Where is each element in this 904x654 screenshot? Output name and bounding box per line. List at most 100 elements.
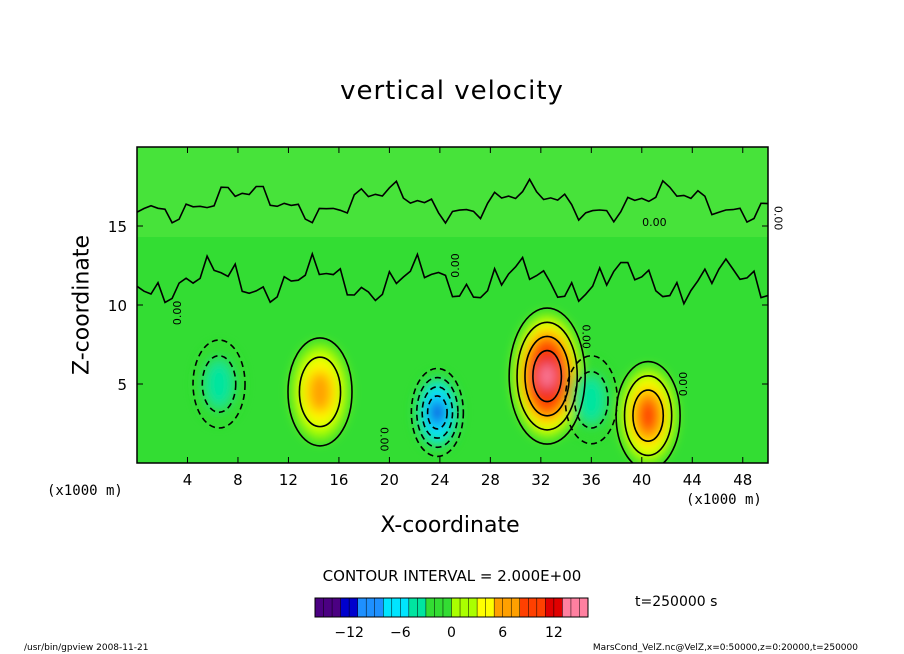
colorbar-segment bbox=[315, 598, 325, 617]
colorbar-segment bbox=[545, 598, 555, 617]
x-tick-label: 48 bbox=[733, 471, 752, 489]
contour-value-label: 0.00 bbox=[642, 216, 667, 229]
colorbar-segment bbox=[519, 598, 529, 617]
contour-ring bbox=[201, 354, 237, 414]
colorbar-segment bbox=[460, 598, 470, 617]
upper-field-band bbox=[137, 147, 768, 237]
contour-value-label: 0.00 bbox=[771, 206, 784, 231]
chart-title: vertical velocity bbox=[340, 76, 564, 106]
contour-ring bbox=[516, 321, 579, 431]
colorbar-segment bbox=[357, 598, 367, 617]
colorbar-segment bbox=[553, 598, 563, 617]
colorbar-tick-label: −6 bbox=[390, 625, 411, 641]
colorbar-segment bbox=[323, 598, 333, 617]
contour-ring bbox=[298, 356, 342, 428]
time-label: t=250000 s bbox=[635, 594, 718, 610]
field-level bbox=[432, 403, 443, 422]
colorbar-segment bbox=[570, 598, 580, 617]
colorbar-segment bbox=[511, 598, 521, 617]
y-tick-label: 5 bbox=[117, 376, 127, 394]
contour-ring bbox=[421, 385, 454, 439]
field-level bbox=[577, 376, 605, 424]
colorbar-segment bbox=[366, 598, 376, 617]
colorbar-frame bbox=[314, 597, 589, 618]
contour-value-label: 0.00 bbox=[378, 427, 391, 452]
contour-ring bbox=[410, 367, 465, 458]
footer-right: MarsCond_VelZ.nc@VelZ,x=0:50000,z=0:2000… bbox=[592, 643, 858, 653]
colorbar-segment bbox=[400, 598, 410, 617]
contour-ring bbox=[632, 389, 665, 442]
colorbar-segment bbox=[536, 598, 546, 617]
contour-ring bbox=[287, 337, 353, 447]
x-tick-label: 44 bbox=[683, 471, 702, 489]
colorbar-segment bbox=[383, 598, 393, 617]
colorbar-segment bbox=[425, 598, 435, 617]
x-tick-label: 20 bbox=[380, 471, 399, 489]
contour-ring bbox=[508, 307, 586, 445]
y-tick-label: 15 bbox=[108, 218, 127, 236]
field-level bbox=[307, 370, 333, 414]
contour-value-label: 0.00 bbox=[579, 324, 592, 349]
y-axis-unit: (x1000 m) bbox=[47, 483, 123, 499]
x-tick-label: 8 bbox=[233, 471, 243, 489]
colorbar-segment bbox=[579, 598, 589, 617]
contour-value-label: 0.00 bbox=[171, 301, 184, 326]
contour-interval-label: CONTOUR INTERVAL = 2.000E+00 bbox=[322, 567, 582, 585]
colorbar-segment bbox=[494, 598, 504, 617]
contour-ring bbox=[532, 349, 563, 403]
x-tick-label: 12 bbox=[279, 471, 298, 489]
colorbar-ticks: −12 −6 0 6 12 bbox=[334, 625, 562, 641]
contour-ring bbox=[192, 339, 246, 429]
colorbar-segment bbox=[332, 598, 342, 617]
contour-ring bbox=[623, 375, 673, 457]
colorbar-segment bbox=[562, 598, 572, 617]
y-tick-label: 10 bbox=[108, 297, 127, 315]
contour-ring bbox=[415, 376, 459, 449]
colorbar-segment bbox=[451, 598, 461, 617]
contour-ring bbox=[426, 395, 448, 430]
y-axis-label: Z-coordinate bbox=[69, 235, 95, 375]
field-level bbox=[539, 363, 555, 390]
x-tick-label: 4 bbox=[183, 471, 193, 489]
colorbar-segment bbox=[374, 598, 384, 617]
colorbar-segment bbox=[442, 598, 452, 617]
x-axis-label: X-coordinate bbox=[380, 513, 520, 538]
colorbar bbox=[314, 597, 589, 618]
colorbar-segment bbox=[477, 598, 487, 617]
colorbar-segment bbox=[340, 598, 350, 617]
colorbar-segment bbox=[349, 598, 359, 617]
colorbar-tick-label: 0 bbox=[447, 625, 456, 641]
contour-value-label: 0.00 bbox=[449, 253, 462, 278]
x-tick-label: 36 bbox=[582, 471, 601, 489]
field-level bbox=[205, 360, 233, 408]
zero-contour-line bbox=[137, 177, 768, 225]
contour-label-group: 0.00 0.00 0.00 0.00 0.00 0.00 0.00 bbox=[171, 206, 784, 452]
x-axis: 4 8 12 16 20 24 28 32 36 40 44 48 bbox=[183, 147, 752, 489]
contour-ring bbox=[564, 354, 619, 445]
colorbar-segment bbox=[417, 598, 427, 617]
colorbar-segment bbox=[502, 598, 512, 617]
x-tick-label: 24 bbox=[430, 471, 449, 489]
colorbar-segment bbox=[485, 598, 495, 617]
colorbar-segment bbox=[408, 598, 418, 617]
zero-contour-line bbox=[137, 251, 768, 306]
colorbar-tick-label: −12 bbox=[334, 625, 364, 641]
colorbar-segment bbox=[434, 598, 444, 617]
x-axis-unit: (x1000 m) bbox=[686, 492, 762, 508]
x-tick-label: 32 bbox=[531, 471, 550, 489]
colorbar-segment bbox=[391, 598, 401, 617]
contour-value-label: 0.00 bbox=[677, 372, 690, 397]
contour-lines bbox=[137, 177, 768, 463]
contour-ring bbox=[573, 370, 609, 429]
x-tick-label: 40 bbox=[632, 471, 651, 489]
field-level bbox=[638, 398, 658, 433]
y-axis: 5 10 15 bbox=[108, 218, 768, 394]
colorbar-tick-label: 6 bbox=[498, 625, 507, 641]
colorbar-segment bbox=[528, 598, 538, 617]
footer-left: /usr/bin/gpview 2008-11-21 bbox=[24, 643, 149, 653]
colorbar-segment bbox=[468, 598, 478, 617]
colorbar-tick-label: 12 bbox=[545, 625, 563, 641]
x-tick-label: 28 bbox=[481, 471, 500, 489]
x-tick-label: 16 bbox=[329, 471, 348, 489]
